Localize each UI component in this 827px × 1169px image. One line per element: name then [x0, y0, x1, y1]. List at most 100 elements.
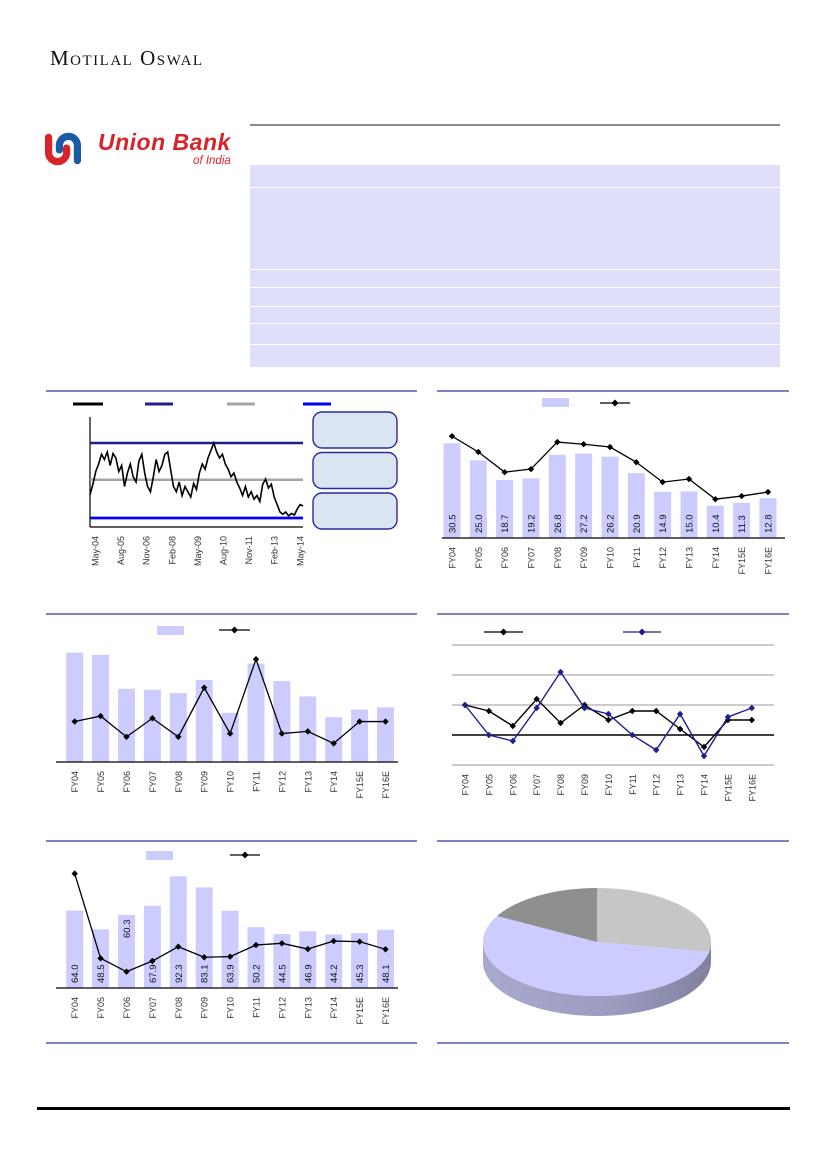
svg-text:FY06: FY06: [508, 774, 518, 796]
svg-text:63.9: 63.9: [226, 965, 237, 984]
svg-text:FY07: FY07: [532, 774, 542, 796]
svg-text:FY05: FY05: [484, 774, 494, 796]
table-row: [250, 287, 780, 306]
table-row: [250, 306, 780, 323]
svg-text:FY11: FY11: [252, 771, 262, 792]
svg-text:FY04: FY04: [70, 997, 80, 1019]
chart-pie-3d: [437, 845, 790, 1050]
svg-text:FY04: FY04: [70, 771, 80, 793]
panel-rule: [437, 390, 789, 392]
table-row: [250, 165, 780, 187]
svg-text:FY14: FY14: [711, 547, 721, 569]
svg-text:FY08: FY08: [174, 997, 184, 1019]
svg-text:May-04: May-04: [91, 536, 101, 566]
table-row: [250, 187, 780, 269]
svg-text:60.3: 60.3: [122, 920, 133, 939]
svg-text:25.0: 25.0: [474, 515, 485, 534]
svg-text:FY16E: FY16E: [747, 774, 757, 802]
svg-text:FY13: FY13: [676, 774, 686, 796]
svg-text:FY12: FY12: [277, 771, 287, 793]
svg-text:FY05: FY05: [96, 771, 106, 793]
svg-text:FY15E: FY15E: [355, 997, 365, 1025]
svg-text:FY15E: FY15E: [737, 547, 747, 575]
svg-text:83.1: 83.1: [200, 965, 211, 984]
svg-text:FY08: FY08: [556, 774, 566, 796]
svg-text:FY14: FY14: [329, 997, 339, 1019]
svg-text:FY07: FY07: [148, 771, 158, 793]
chart-bar-line-3: 64.0 48.5 60.3 67.9 92.3 83.1 63.9 50.2 44.5 46.9…: [46, 845, 418, 1065]
brand-logo-text: Motilal Oswal: [50, 46, 204, 70]
svg-text:FY14: FY14: [329, 771, 339, 793]
svg-text:FY16E: FY16E: [763, 547, 773, 575]
svg-text:FY10: FY10: [604, 774, 614, 796]
svg-text:44.5: 44.5: [277, 965, 288, 984]
svg-text:Feb-08: Feb-08: [167, 536, 177, 565]
svg-text:FY09: FY09: [200, 997, 210, 1019]
table-row: [250, 344, 780, 367]
svg-text:FY12: FY12: [277, 997, 287, 1019]
svg-text:14.9: 14.9: [658, 515, 669, 534]
svg-text:May-14: May-14: [295, 536, 305, 566]
svg-text:45.3: 45.3: [355, 965, 366, 984]
svg-text:FY11: FY11: [632, 547, 642, 568]
svg-text:FY12: FY12: [658, 547, 668, 569]
header-divider: [250, 124, 780, 126]
union-bank-wordmark: Union Bank of India: [98, 128, 231, 168]
svg-text:FY08: FY08: [174, 771, 184, 793]
svg-text:48.1: 48.1: [381, 965, 392, 984]
union-bank-logo: Union Bank of India: [36, 122, 231, 176]
svg-text:FY10: FY10: [605, 547, 615, 569]
svg-text:FY12: FY12: [652, 774, 662, 796]
panel-rule: [46, 1042, 417, 1044]
svg-text:FY15E: FY15E: [355, 771, 365, 799]
svg-text:10.4: 10.4: [711, 515, 722, 534]
svg-text:92.3: 92.3: [174, 965, 185, 984]
svg-text:46.9: 46.9: [303, 965, 314, 984]
svg-text:FY13: FY13: [684, 547, 694, 569]
svg-text:FY16E: FY16E: [381, 997, 391, 1025]
chart-dual-line: FY04 FY05 FY06 FY07 FY08 FY09 FY10 FY11 FY12 FY13…: [437, 620, 790, 840]
svg-text:FY05: FY05: [96, 997, 106, 1019]
svg-text:FY13: FY13: [303, 997, 313, 1019]
svg-text:26.2: 26.2: [605, 515, 616, 534]
svg-text:15.0: 15.0: [684, 515, 695, 534]
svg-text:FY06: FY06: [500, 547, 510, 569]
chart-price-band: May-04 Aug-05 Nov-06 Feb-08 May-09 Aug-10 Nov-…: [46, 395, 418, 618]
svg-text:FY14: FY14: [700, 774, 710, 796]
svg-text:27.2: 27.2: [579, 515, 590, 534]
chart-bar-line-1: 30.5 25.0 18.7 19.2 26.8 27.2 26.2 20.9 14.9 15.0…: [437, 395, 790, 618]
snapshot-table: [250, 165, 780, 367]
svg-text:FY09: FY09: [200, 771, 210, 793]
panel-rule: [46, 390, 417, 392]
svg-text:FY11: FY11: [628, 774, 638, 795]
svg-text:67.9: 67.9: [148, 965, 159, 984]
svg-text:FY09: FY09: [579, 547, 589, 569]
svg-text:FY06: FY06: [122, 771, 132, 793]
panel-rule: [437, 1042, 789, 1044]
table-row: [250, 323, 780, 344]
table-row: [250, 269, 780, 287]
svg-text:18.7: 18.7: [500, 515, 511, 534]
svg-text:FY06: FY06: [122, 997, 132, 1019]
svg-text:48.5: 48.5: [96, 965, 107, 984]
svg-text:Feb-13: Feb-13: [270, 536, 280, 565]
svg-text:Aug-05: Aug-05: [116, 536, 126, 565]
logo-line2: of India: [193, 154, 231, 167]
svg-text:30.5: 30.5: [448, 515, 459, 534]
svg-text:44.2: 44.2: [329, 965, 340, 984]
svg-text:FY13: FY13: [303, 771, 313, 793]
svg-text:FY11: FY11: [252, 997, 262, 1018]
chart-bar-line-2: FY04 FY05 FY06 FY07 FY08 FY09 FY10 FY11 FY12 FY13…: [46, 620, 418, 840]
svg-text:11.3: 11.3: [737, 515, 748, 533]
svg-text:64.0: 64.0: [70, 965, 81, 984]
svg-text:Nov-06: Nov-06: [142, 536, 152, 565]
panel-rule: [437, 840, 789, 842]
svg-text:FY16E: FY16E: [381, 771, 391, 799]
svg-text:FY07: FY07: [526, 547, 536, 569]
svg-text:FY04: FY04: [461, 774, 471, 796]
svg-text:May-09: May-09: [193, 536, 203, 566]
footer-rule: [37, 1107, 790, 1110]
svg-text:FY15E: FY15E: [723, 774, 733, 802]
logo-line1: Union Bank: [98, 128, 231, 155]
